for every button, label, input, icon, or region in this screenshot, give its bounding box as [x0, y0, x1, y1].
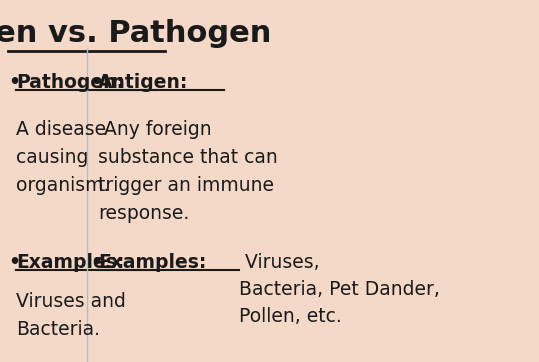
Text: Examples:: Examples:	[98, 253, 207, 272]
Text: Pathogen:: Pathogen:	[16, 73, 125, 92]
Text: •: •	[8, 253, 20, 272]
Text: •: •	[90, 253, 102, 272]
Text: Any foreign
substance that can
trigger an immune
response.: Any foreign substance that can trigger a…	[98, 120, 278, 223]
Text: Examples:: Examples:	[16, 253, 125, 272]
Text: •: •	[8, 73, 20, 92]
Text: Viruses and
Bacteria.: Viruses and Bacteria.	[16, 292, 126, 339]
Text: Viruses,
Bacteria, Pet Dander,
Pollen, etc.: Viruses, Bacteria, Pet Dander, Pollen, e…	[239, 253, 440, 327]
Text: Antigen vs. Pathogen: Antigen vs. Pathogen	[0, 19, 271, 49]
Text: Antigen:: Antigen:	[98, 73, 189, 92]
Text: A disease
causing
organism.: A disease causing organism.	[16, 120, 110, 195]
Text: •: •	[90, 73, 102, 92]
